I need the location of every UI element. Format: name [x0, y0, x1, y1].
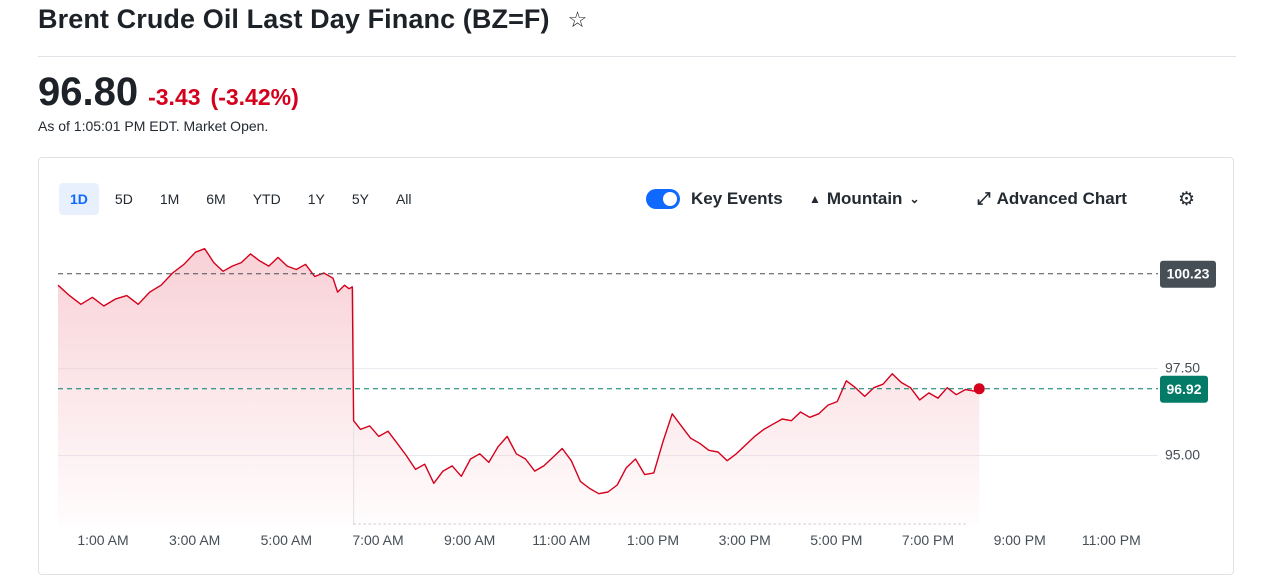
x-tick-label: 11:00 PM	[1082, 532, 1141, 548]
advanced-chart-label: Advanced Chart	[996, 189, 1127, 208]
range-button-1y[interactable]: 1Y	[307, 191, 325, 207]
chevron-down-icon: ⌄	[909, 192, 920, 206]
chart-type-dropdown[interactable]: ▲ Mountain ⌄	[809, 189, 920, 209]
header-divider	[38, 56, 1236, 57]
range-button-1m[interactable]: 1M	[159, 191, 180, 207]
range-button-all[interactable]: All	[395, 191, 412, 207]
current-price: 96.80	[38, 70, 139, 114]
area-fill	[58, 248, 980, 525]
range-button-ytd[interactable]: YTD	[252, 191, 281, 207]
range-button-1d[interactable]: 1D	[59, 183, 99, 215]
toggle-knob	[663, 192, 677, 206]
key-events-label: Key Events	[691, 189, 783, 208]
current-price-tag	[1160, 375, 1208, 403]
range-button-5d[interactable]: 5D	[114, 191, 133, 207]
y-tick-label: 97.50	[1165, 360, 1200, 376]
previous-close-tag-label: 100.23	[1167, 266, 1210, 282]
header: Brent Crude Oil Last Day Financ (BZ=F) ☆	[38, 4, 587, 35]
key-events-toggle[interactable]: Key Events	[646, 189, 783, 209]
price-change: -3.43	[148, 84, 201, 110]
x-tick-label: 5:00 AM	[261, 532, 312, 548]
x-tick-label: 7:00 AM	[352, 532, 403, 548]
y-tick-label: 95.00	[1165, 446, 1200, 462]
range-button-5y[interactable]: 5Y	[351, 191, 369, 207]
star-outline-icon[interactable]: ☆	[567, 6, 588, 32]
advanced-chart-button[interactable]: ⤢ Advanced Chart	[977, 189, 1127, 209]
last-price-dot	[973, 383, 985, 395]
x-tick-label: 3:00 AM	[169, 532, 220, 548]
previous-close-tag	[1160, 260, 1216, 288]
gear-icon[interactable]: ⚙	[1178, 189, 1196, 210]
market-status: As of 1:05:01 PM EDT. Market Open.	[38, 118, 269, 134]
price-change-percent: (-3.42%)	[210, 84, 299, 110]
chart-type-label: Mountain	[826, 189, 903, 208]
x-tick-label: 1:00 PM	[627, 532, 679, 548]
mountain-icon: ▲	[809, 192, 821, 206]
range-selector: 1D 5D 1M 6M YTD 1Y 5Y All	[59, 183, 428, 215]
x-tick-label: 9:00 PM	[994, 532, 1046, 548]
x-tick-label: 3:00 PM	[719, 532, 771, 548]
x-tick-label: 9:00 AM	[444, 532, 495, 548]
range-button-6m[interactable]: 6M	[206, 191, 226, 207]
page-title: Brent Crude Oil Last Day Financ (BZ=F)	[38, 4, 550, 34]
x-tick-label: 1:00 AM	[77, 532, 128, 548]
x-tick-label: 7:00 PM	[902, 532, 954, 548]
chart-card: 1D 5D 1M 6M YTD 1Y 5Y All Key Events ▲ Mountain…	[38, 157, 1234, 575]
expand-arrow-icon: ⤢	[977, 189, 991, 208]
toggle-switch[interactable]	[646, 189, 680, 209]
x-tick-label: 11:00 AM	[532, 532, 590, 548]
current-price-tag-label: 96.92	[1166, 381, 1201, 397]
quote-row: 96.80 -3.43 (-3.42%)	[38, 70, 299, 115]
x-tick-label: 5:00 PM	[810, 532, 862, 548]
price-line	[57, 248, 980, 495]
